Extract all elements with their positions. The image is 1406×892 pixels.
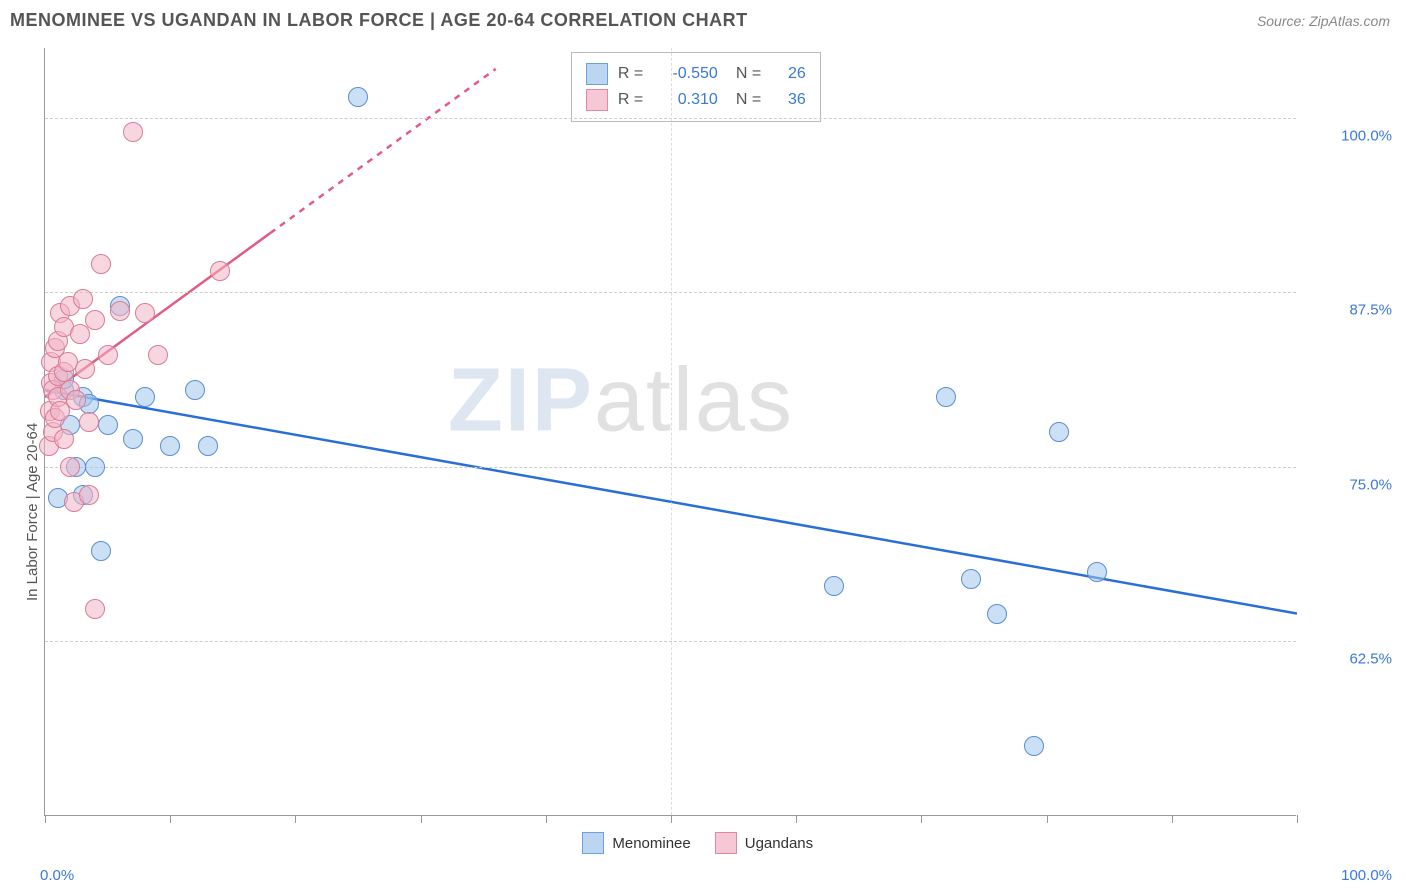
- scatter-point: [85, 599, 105, 619]
- n-label: N =: [736, 91, 766, 109]
- legend-item: Ugandans: [715, 832, 813, 854]
- scatter-point: [987, 604, 1007, 624]
- scatter-point: [348, 87, 368, 107]
- watermark-atlas: atlas: [594, 351, 794, 451]
- legend-label: Ugandans: [745, 835, 813, 852]
- x-tick: [671, 815, 672, 823]
- scatter-point: [1087, 562, 1107, 582]
- gridline-vertical: [671, 48, 672, 815]
- legend-item: Menominee: [582, 832, 690, 854]
- x-tick-label-max: 100.0%: [1341, 867, 1392, 884]
- y-tick-label: 87.5%: [1349, 302, 1392, 319]
- scatter-point: [91, 541, 111, 561]
- watermark: ZIPatlas: [448, 350, 794, 453]
- scatter-point: [79, 485, 99, 505]
- source-label: Source: ZipAtlas.com: [1257, 13, 1390, 29]
- scatter-point: [123, 429, 143, 449]
- scatter-point: [148, 345, 168, 365]
- chart-plot-area: ZIPatlas R = -0.550 N = 26 R = 0.310 N = 36: [44, 48, 1296, 816]
- scatter-point: [210, 261, 230, 281]
- scatter-point: [98, 415, 118, 435]
- legend-label: Menominee: [612, 835, 690, 852]
- scatter-point: [1049, 422, 1069, 442]
- watermark-zip: ZIP: [448, 351, 594, 451]
- scatter-point: [91, 254, 111, 274]
- scatter-point: [98, 345, 118, 365]
- r-label: R =: [618, 65, 648, 83]
- scatter-point: [66, 390, 86, 410]
- scatter-point: [85, 457, 105, 477]
- r-value: -0.550: [658, 65, 718, 83]
- y-tick-label: 62.5%: [1349, 651, 1392, 668]
- x-tick: [45, 815, 46, 823]
- x-tick: [1172, 815, 1173, 823]
- scatter-point: [961, 569, 981, 589]
- scatter-point: [936, 387, 956, 407]
- scatter-point: [60, 457, 80, 477]
- legend-swatch: [586, 63, 608, 85]
- scatter-point: [824, 576, 844, 596]
- scatter-point: [160, 436, 180, 456]
- y-tick-label: 75.0%: [1349, 476, 1392, 493]
- trend-line-dashed: [270, 69, 495, 233]
- scatter-point: [85, 310, 105, 330]
- scatter-point: [73, 289, 93, 309]
- y-axis-label: In Labor Force | Age 20-64: [24, 423, 41, 601]
- x-tick: [921, 815, 922, 823]
- y-tick-label: 100.0%: [1341, 127, 1392, 144]
- n-label: N =: [736, 65, 766, 83]
- scatter-point: [135, 387, 155, 407]
- legend-swatch: [715, 832, 737, 854]
- scatter-point: [1024, 736, 1044, 756]
- r-label: R =: [618, 91, 648, 109]
- x-tick: [796, 815, 797, 823]
- scatter-point: [185, 380, 205, 400]
- scatter-point: [198, 436, 218, 456]
- scatter-point: [135, 303, 155, 323]
- legend-swatch: [586, 89, 608, 111]
- chart-title: MENOMINEE VS UGANDAN IN LABOR FORCE | AG…: [10, 10, 748, 31]
- x-tick: [1047, 815, 1048, 823]
- x-tick: [295, 815, 296, 823]
- scatter-point: [75, 359, 95, 379]
- x-tick: [546, 815, 547, 823]
- series-legend: Menominee Ugandans: [582, 832, 813, 854]
- stats-legend-row: R = -0.550 N = 26: [586, 61, 806, 87]
- r-value: 0.310: [658, 91, 718, 109]
- scatter-point: [123, 122, 143, 142]
- correlation-stats-legend: R = -0.550 N = 26 R = 0.310 N = 36: [571, 52, 821, 122]
- scatter-point: [110, 301, 130, 321]
- legend-swatch: [582, 832, 604, 854]
- scatter-point: [79, 412, 99, 432]
- x-tick-label-min: 0.0%: [40, 867, 74, 884]
- scatter-point: [54, 429, 74, 449]
- stats-legend-row: R = 0.310 N = 36: [586, 87, 806, 113]
- x-tick: [1297, 815, 1298, 823]
- x-tick: [170, 815, 171, 823]
- n-value: 36: [776, 91, 806, 109]
- x-tick: [421, 815, 422, 823]
- n-value: 26: [776, 65, 806, 83]
